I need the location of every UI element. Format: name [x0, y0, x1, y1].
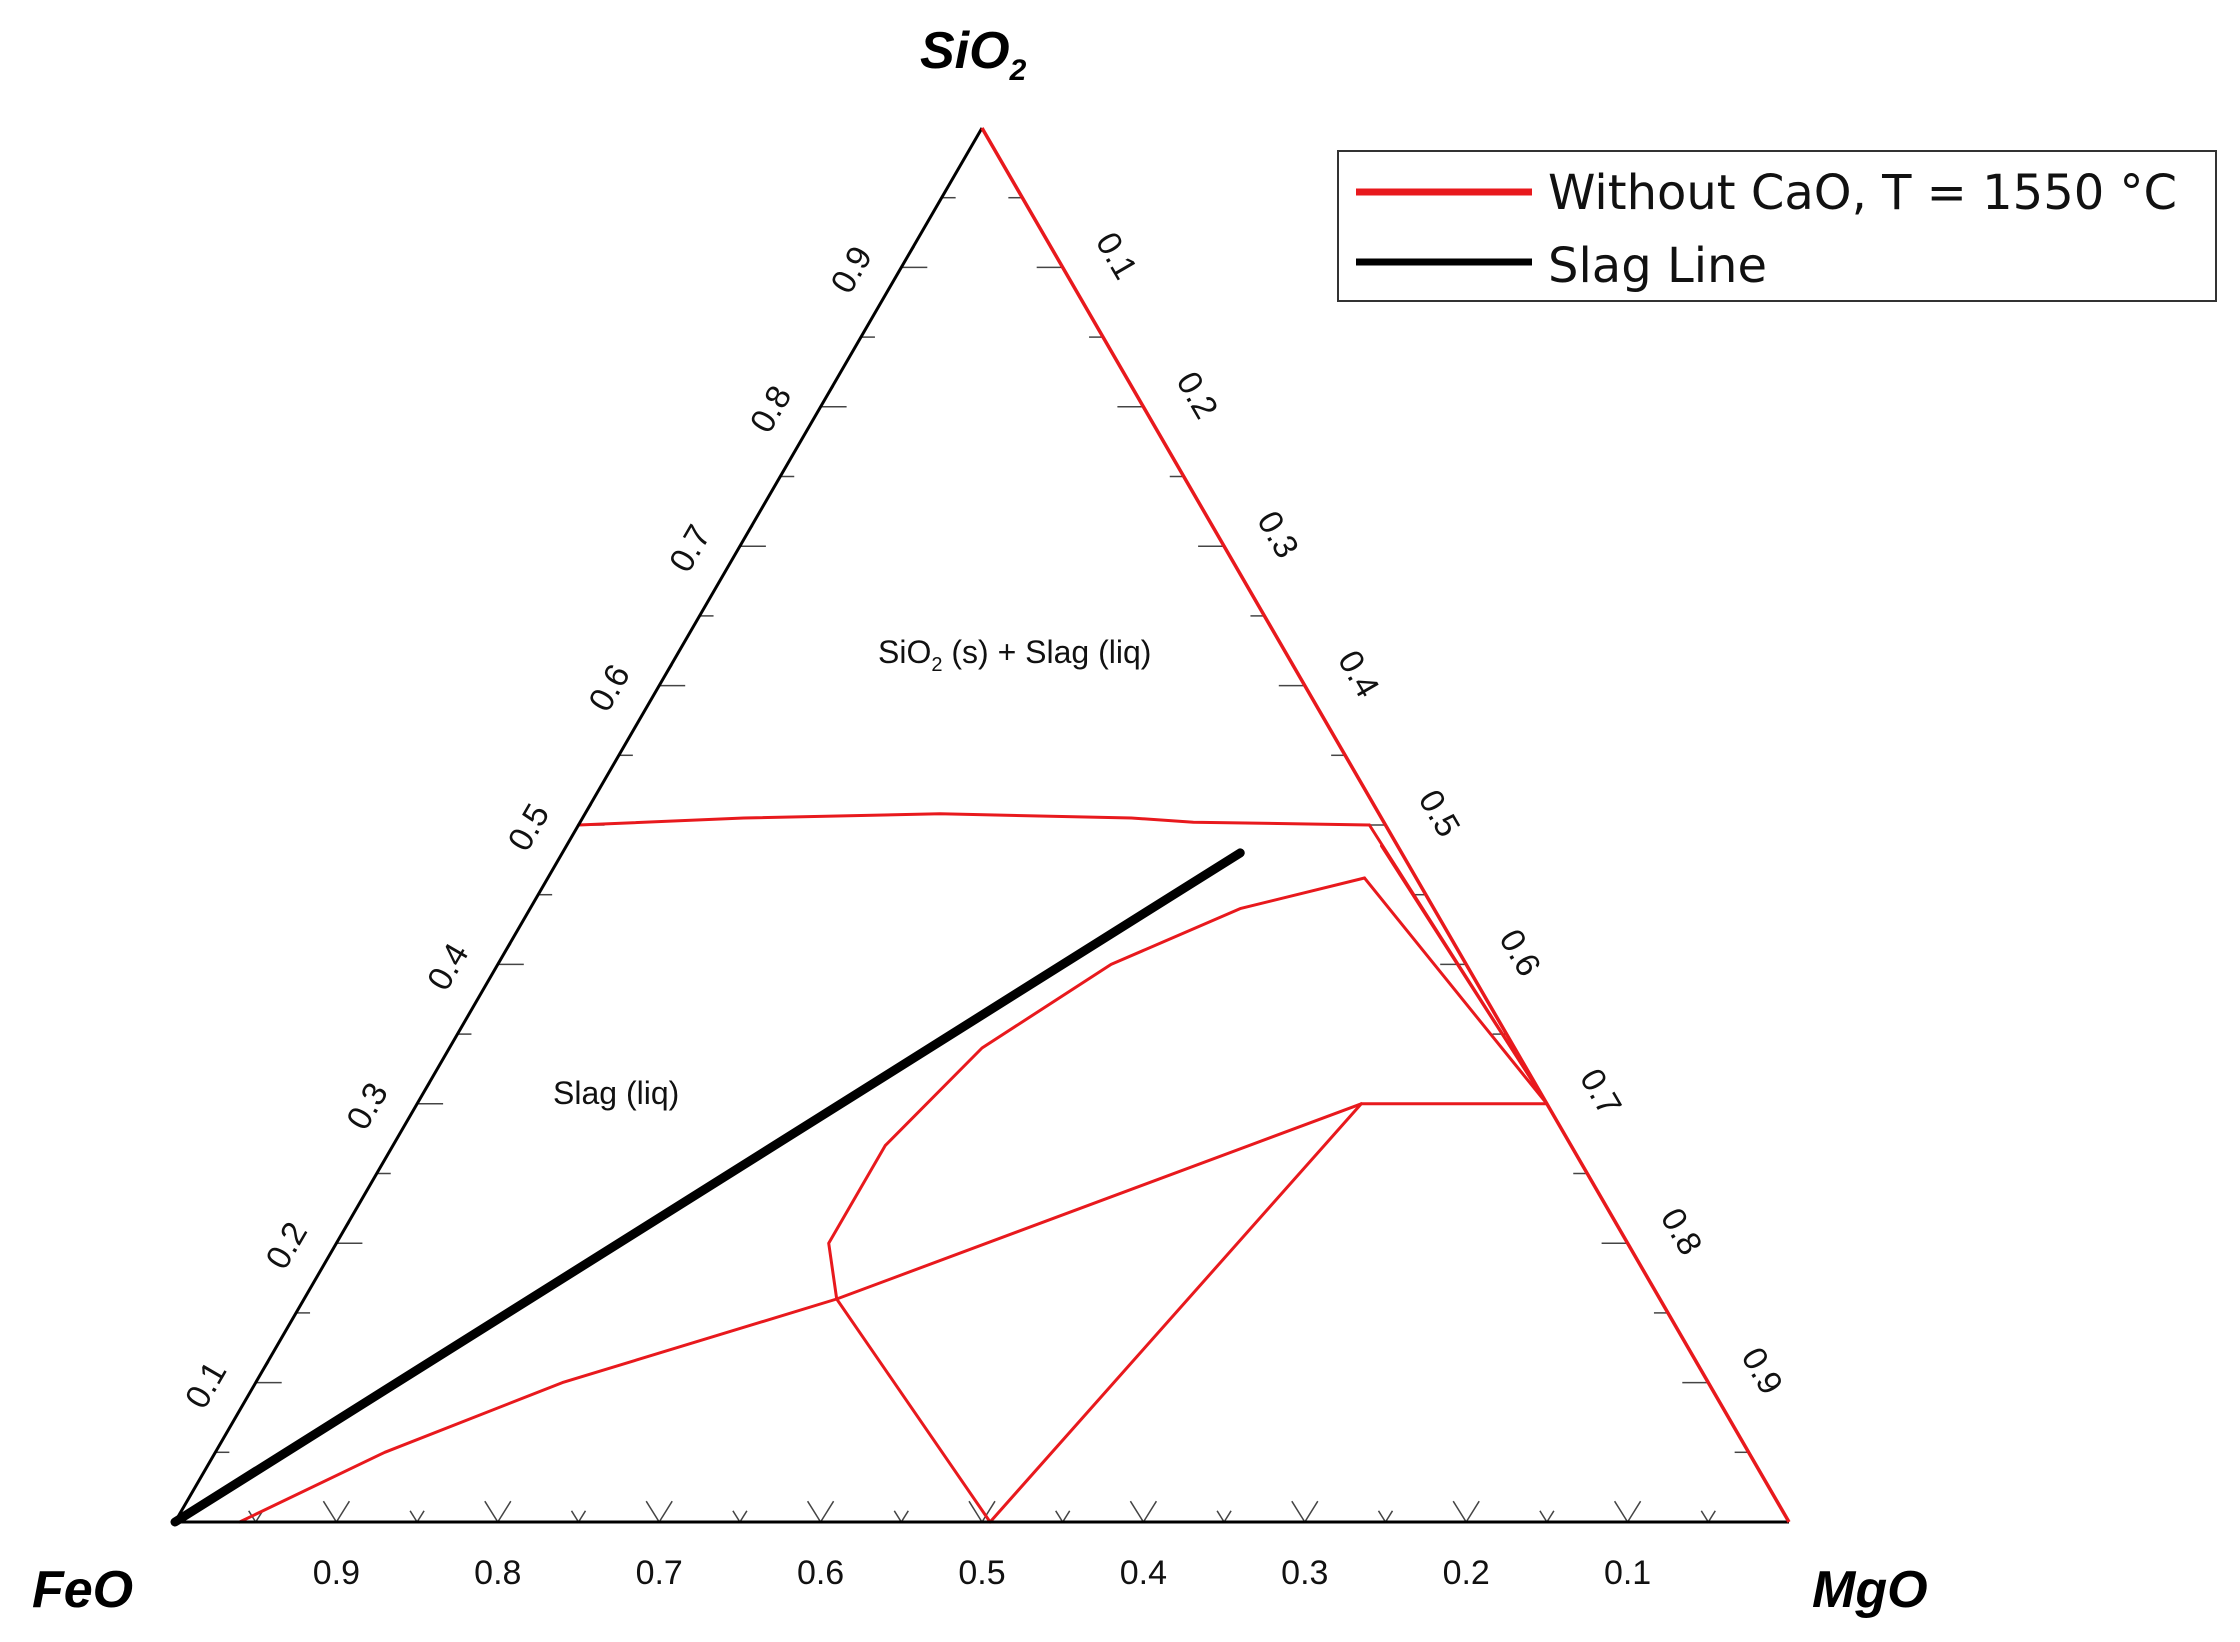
tick-label-right: 0.3 [1249, 505, 1306, 565]
tick-mark-bottom [1129, 1500, 1145, 1523]
region-label-sio2-slag: SiO2 (s) + Slag (liq) [878, 634, 1151, 676]
edge-sio2-mgo [980, 127, 1791, 1523]
legend-box [1337, 150, 2217, 302]
tick-mark-bottom [806, 1500, 822, 1523]
tick-mark-bottom [1055, 1510, 1064, 1523]
tick-mark-bottom [1626, 1500, 1642, 1523]
slag-line-series [170, 848, 1245, 1527]
region-label-slag-liq: Slag (liq) [553, 1075, 679, 1111]
tick-label-right: 0.4 [1330, 644, 1387, 704]
tick-label-left: 0.8 [743, 379, 800, 439]
tick-label-bottom: 0.6 [797, 1554, 844, 1592]
region-label-sio2-sub: 2 [931, 654, 942, 676]
tick-label-bottom: 0.8 [474, 1554, 521, 1592]
tick-mark-bottom [732, 1510, 741, 1523]
tick-mark-bottom [1291, 1500, 1306, 1523]
tick-label-right: 0.9 [1734, 1341, 1791, 1401]
tick-mark-bottom [416, 1510, 425, 1523]
tick-label-bottom: 0.9 [313, 1554, 360, 1592]
vertex-label-sio2-main: SiO [920, 22, 1010, 80]
tick-label-left: 0.4 [420, 937, 477, 997]
tick-label-bottom: 0.1 [1604, 1554, 1651, 1592]
tick-label-bottom: 0.4 [1120, 1554, 1167, 1592]
tick-mark-bottom [645, 1500, 660, 1523]
tick-mark-bottom [1223, 1510, 1232, 1523]
boundary-right-leg [988, 1102, 1363, 1524]
tick-mark-bottom [1546, 1510, 1555, 1523]
tick-mark-bottom [497, 1500, 512, 1523]
tick-label-left: 0.7 [662, 519, 719, 579]
tick-mark-bottom [1539, 1510, 1548, 1523]
boundary-curved-liquidus [827, 876, 1366, 1301]
tick-label-bottom: 0.5 [958, 1554, 1005, 1592]
tick-label-right: 0.5 [1411, 784, 1468, 844]
tick-label-right: 0.6 [1491, 923, 1548, 983]
legend: Without CaO, T = 1550 °C Slag Line [1337, 150, 2217, 302]
tick-mark-bottom [1707, 1510, 1716, 1523]
tick-mark-bottom [1384, 1510, 1394, 1523]
vertex-label-mgo: MgO [1812, 1561, 1928, 1619]
tick-mark-bottom [1613, 1500, 1629, 1523]
tick-label-right: 0.8 [1653, 1202, 1710, 1262]
tick-mark-bottom [968, 1500, 983, 1523]
tick-mark-bottom [484, 1500, 499, 1523]
tick-label-left: 0.6 [581, 658, 638, 718]
boundary-left-leg [835, 1297, 992, 1524]
tick-label-right: 0.1 [1088, 226, 1145, 286]
tick-mark-bottom [335, 1500, 351, 1523]
tick-mark-bottom [739, 1510, 748, 1523]
tick-mark-bottom [570, 1510, 580, 1523]
tick-label-bottom: 0.3 [1281, 1554, 1328, 1592]
vertex-label-sio2: SiO2 [920, 22, 1027, 87]
tick-mark-bottom [1700, 1510, 1709, 1523]
edge-feo-sio2 [173, 127, 984, 1523]
vertex-label-sio2-sub: 2 [1009, 54, 1027, 87]
slag-line [170, 848, 1245, 1527]
tick-label-right: 0.2 [1169, 365, 1226, 425]
tick-label-bottom: 0.2 [1443, 1554, 1490, 1592]
tick-mark-bottom [658, 1500, 673, 1523]
tick-labels: 0.9 0.8 0.7 0.6 0.5 0.4 0.3 0.2 0.1 0.1 0.2 0.3 0.4 0… [178, 226, 1790, 1592]
tick-mark-bottom [409, 1510, 418, 1523]
tick-mark-bottom [893, 1510, 902, 1523]
tick-label-right: 0.7 [1572, 1062, 1629, 1122]
tick-mark-bottom [1452, 1500, 1467, 1523]
tick-mark-bottom [1377, 1510, 1387, 1523]
tick-label-left: 0.2 [259, 1216, 316, 1276]
tick-label-bottom: 0.7 [636, 1554, 683, 1592]
boundary-lower-boundary [238, 1102, 1363, 1524]
tick-label-left: 0.1 [178, 1355, 235, 1415]
boundary-tie-line-2 [1363, 876, 1549, 1106]
tick-mark-bottom [1216, 1510, 1225, 1523]
tick-marks [214, 186, 1750, 1523]
boundary-sio2-liquidus [577, 812, 1371, 827]
tick-mark-bottom [981, 1500, 996, 1523]
tick-mark-bottom [900, 1510, 909, 1523]
region-label-sio2-main: SiO [878, 634, 931, 670]
triangle-edges [173, 127, 1791, 1524]
legend-label-without-cao: Without CaO, T = 1550 °C [1548, 165, 2177, 221]
tick-mark-bottom [819, 1500, 835, 1523]
phase-boundaries [238, 812, 1549, 1524]
tick-label-left: 0.9 [823, 240, 880, 300]
tick-mark-bottom [1465, 1500, 1480, 1523]
boundary-tie-line-1 [1380, 844, 1549, 1106]
tick-mark-bottom [577, 1510, 587, 1523]
tick-mark-bottom [1062, 1510, 1071, 1523]
legend-label-slag-line: Slag Line [1548, 238, 1767, 294]
tick-mark-bottom [1142, 1500, 1158, 1523]
tick-mark-bottom [1304, 1500, 1319, 1523]
vertex-label-feo: FeO [32, 1561, 133, 1619]
tick-label-left: 0.3 [339, 1076, 396, 1136]
tick-mark-bottom [322, 1500, 338, 1523]
region-label-sio2-rest: (s) + Slag (liq) [942, 634, 1151, 670]
tick-label-left: 0.5 [501, 798, 558, 858]
